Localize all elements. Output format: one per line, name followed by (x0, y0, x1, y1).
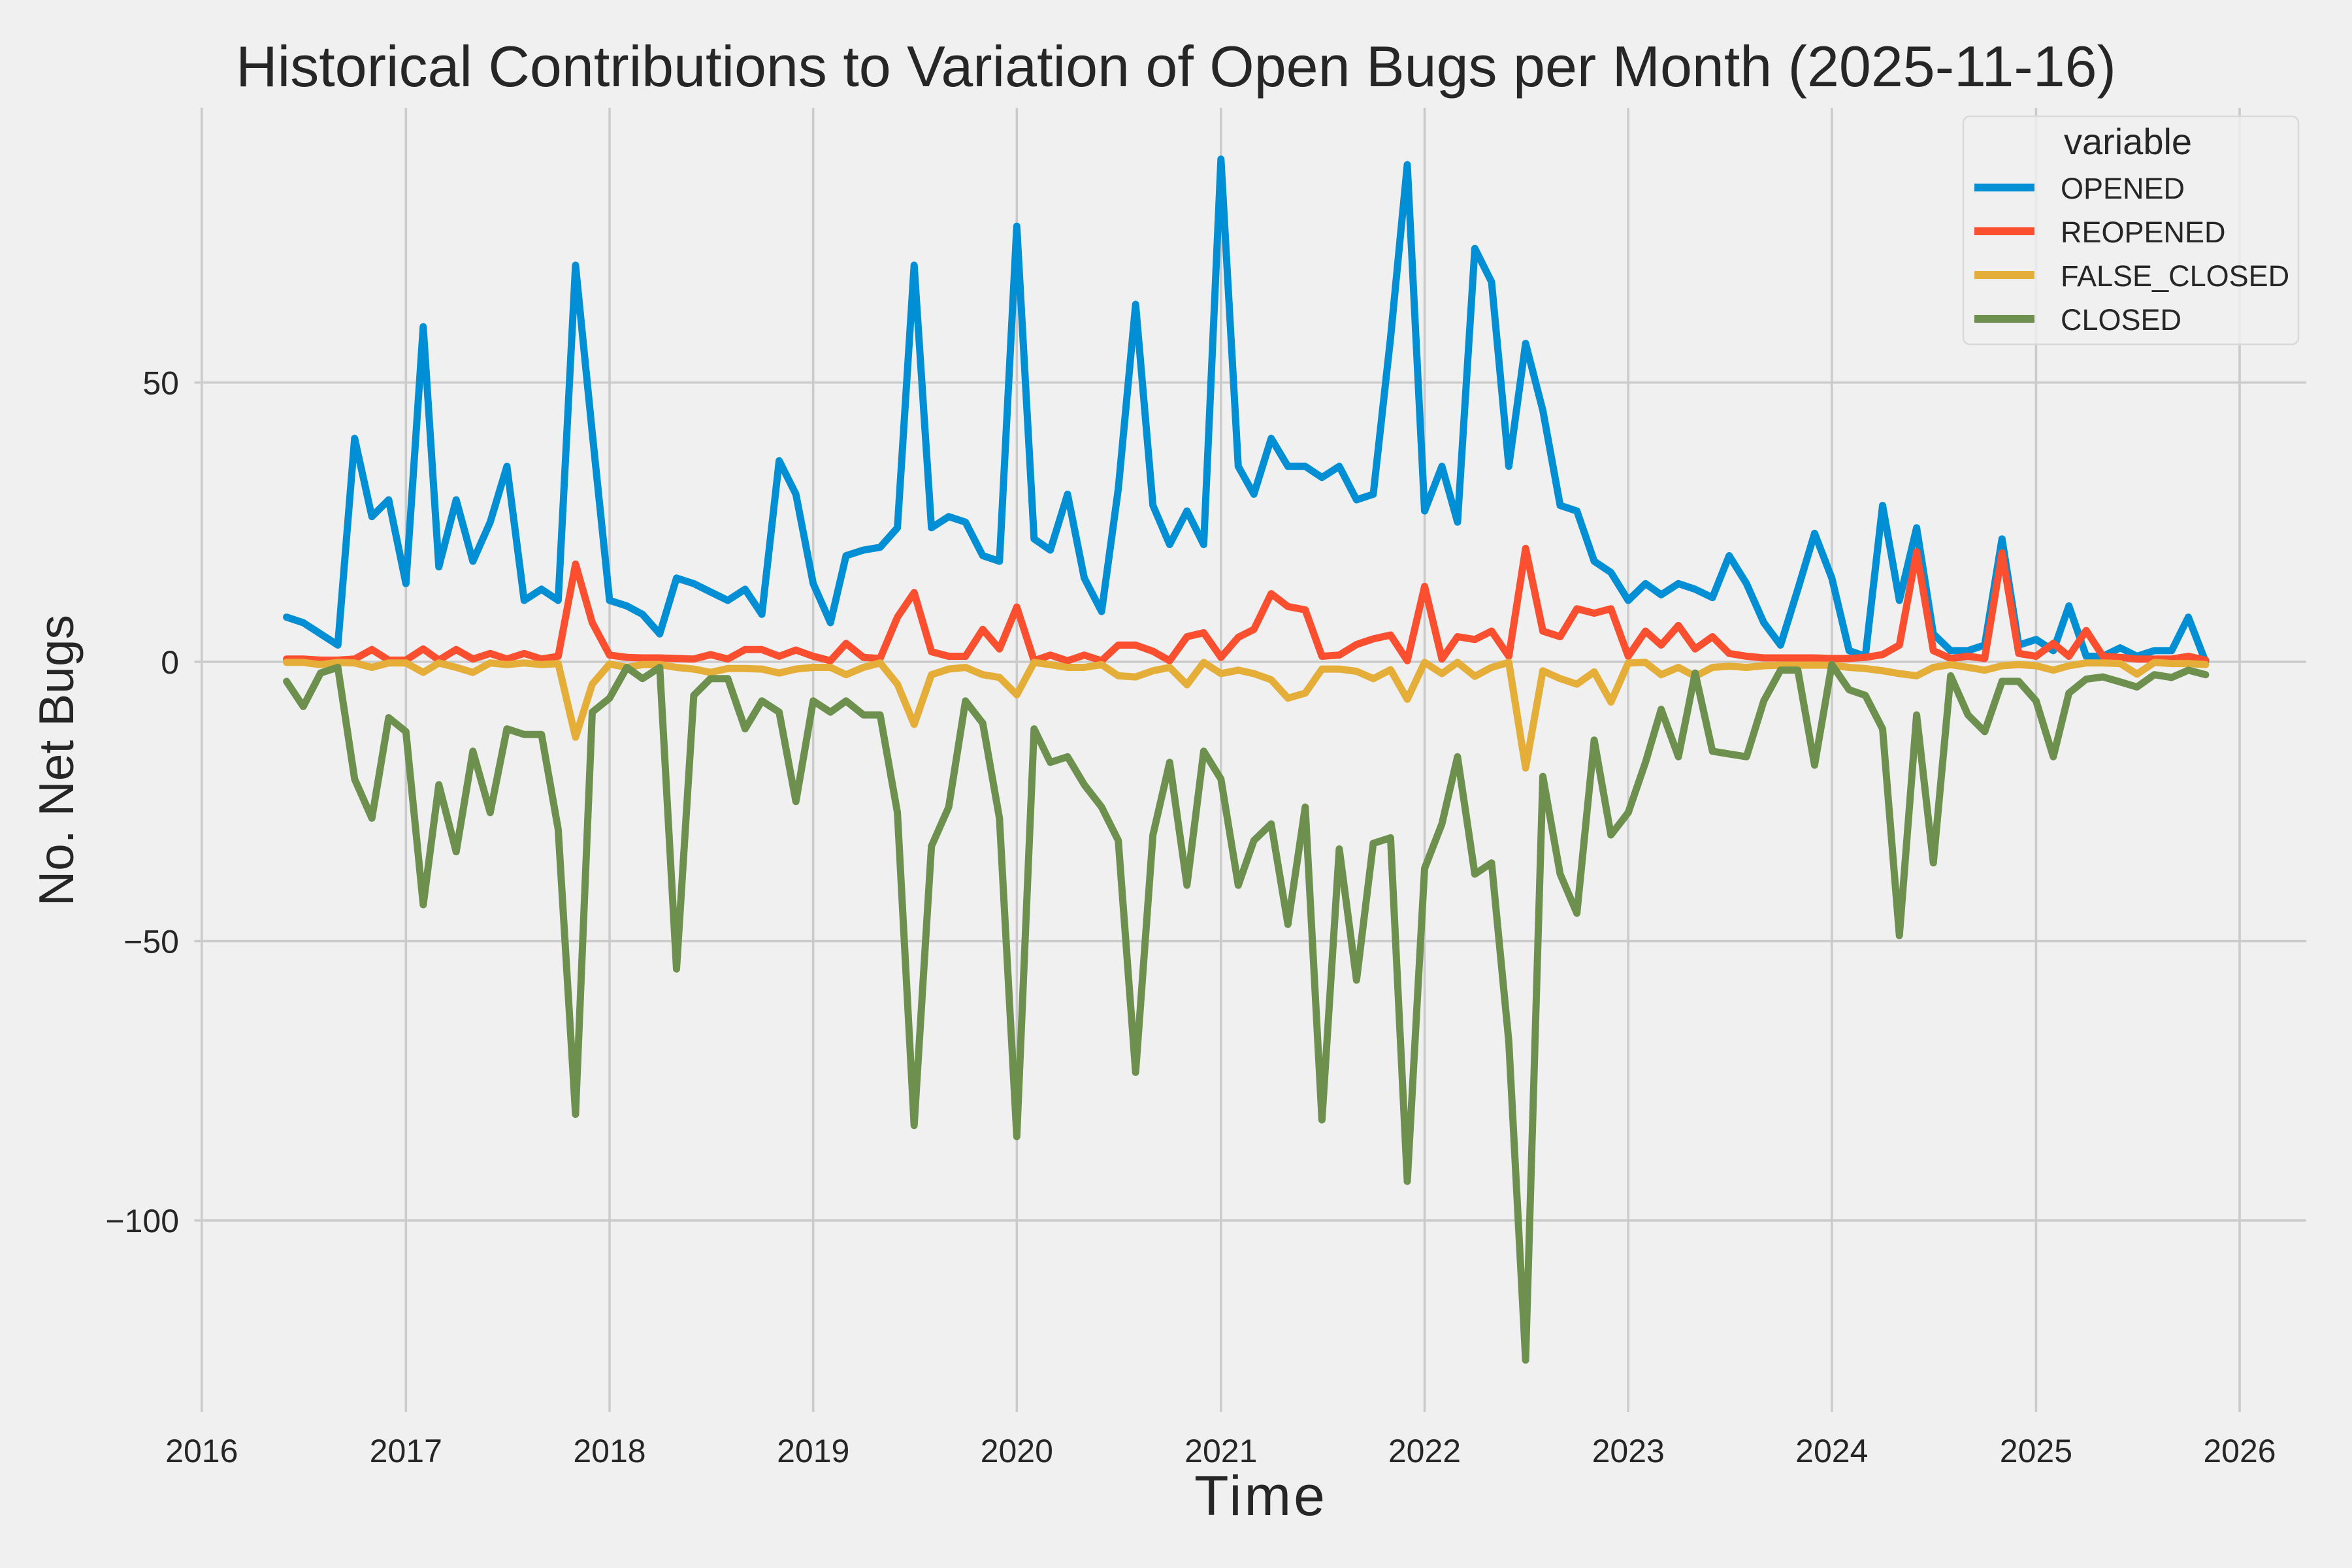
svg-text:2016: 2016 (165, 1433, 238, 1469)
svg-text:2026: 2026 (2203, 1433, 2276, 1469)
svg-text:−100: −100 (105, 1203, 179, 1239)
svg-text:OPENED: OPENED (2061, 172, 2185, 205)
svg-text:2020: 2020 (981, 1433, 1053, 1469)
svg-text:0: 0 (161, 644, 179, 681)
svg-text:2022: 2022 (1388, 1433, 1461, 1469)
svg-text:REOPENED: REOPENED (2061, 216, 2226, 249)
svg-text:2021: 2021 (1184, 1433, 1257, 1469)
svg-text:2023: 2023 (1592, 1433, 1665, 1469)
svg-text:variable: variable (2064, 121, 2192, 162)
svg-text:No. Net Bugs: No. Net Bugs (29, 615, 84, 906)
svg-text:FALSE_CLOSED: FALSE_CLOSED (2061, 259, 2289, 293)
svg-text:CLOSED: CLOSED (2061, 303, 2181, 336)
svg-text:−50: −50 (123, 924, 179, 960)
svg-text:2018: 2018 (573, 1433, 645, 1469)
svg-text:2017: 2017 (370, 1433, 442, 1469)
svg-text:Time: Time (1194, 1465, 1328, 1527)
svg-text:50: 50 (142, 365, 179, 402)
svg-text:Historical Contributions to Va: Historical Contributions to Variation of… (236, 34, 2116, 99)
svg-text:2024: 2024 (1795, 1433, 1868, 1469)
svg-text:2019: 2019 (777, 1433, 849, 1469)
svg-text:2025: 2025 (2000, 1433, 2072, 1469)
